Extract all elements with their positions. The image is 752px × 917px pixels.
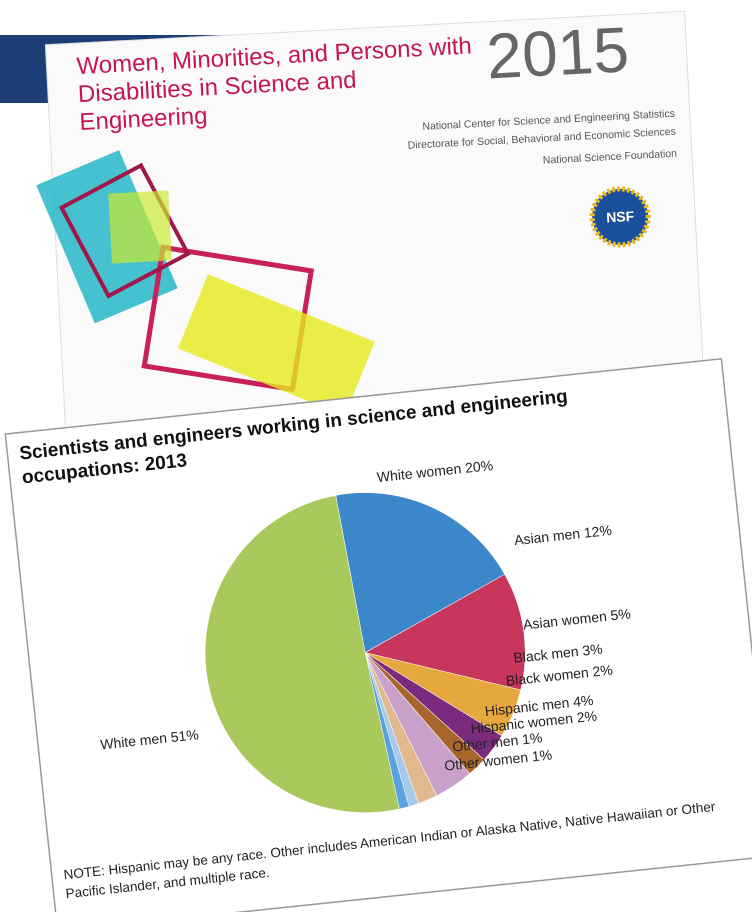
deco: [177, 274, 375, 416]
nsf-logo: [589, 186, 651, 248]
deco: [108, 190, 172, 264]
cover: Women, Minorities, and Persons with Disa…: [36, 10, 706, 445]
chart-card: Scientists and engineers working in scie…: [4, 357, 752, 917]
pie-slice: [204, 495, 400, 813]
nsf-logo-text: NSF: [606, 208, 635, 225]
pie-slice: [364, 573, 526, 691]
pie-slice: [335, 492, 506, 654]
cover-year: 2015: [485, 13, 631, 92]
